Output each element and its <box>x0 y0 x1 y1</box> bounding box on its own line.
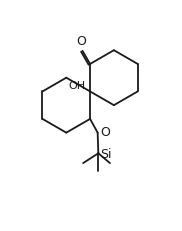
Text: O: O <box>100 126 110 139</box>
Text: Si: Si <box>100 148 111 161</box>
Text: OH: OH <box>68 81 85 91</box>
Text: O: O <box>76 35 86 48</box>
